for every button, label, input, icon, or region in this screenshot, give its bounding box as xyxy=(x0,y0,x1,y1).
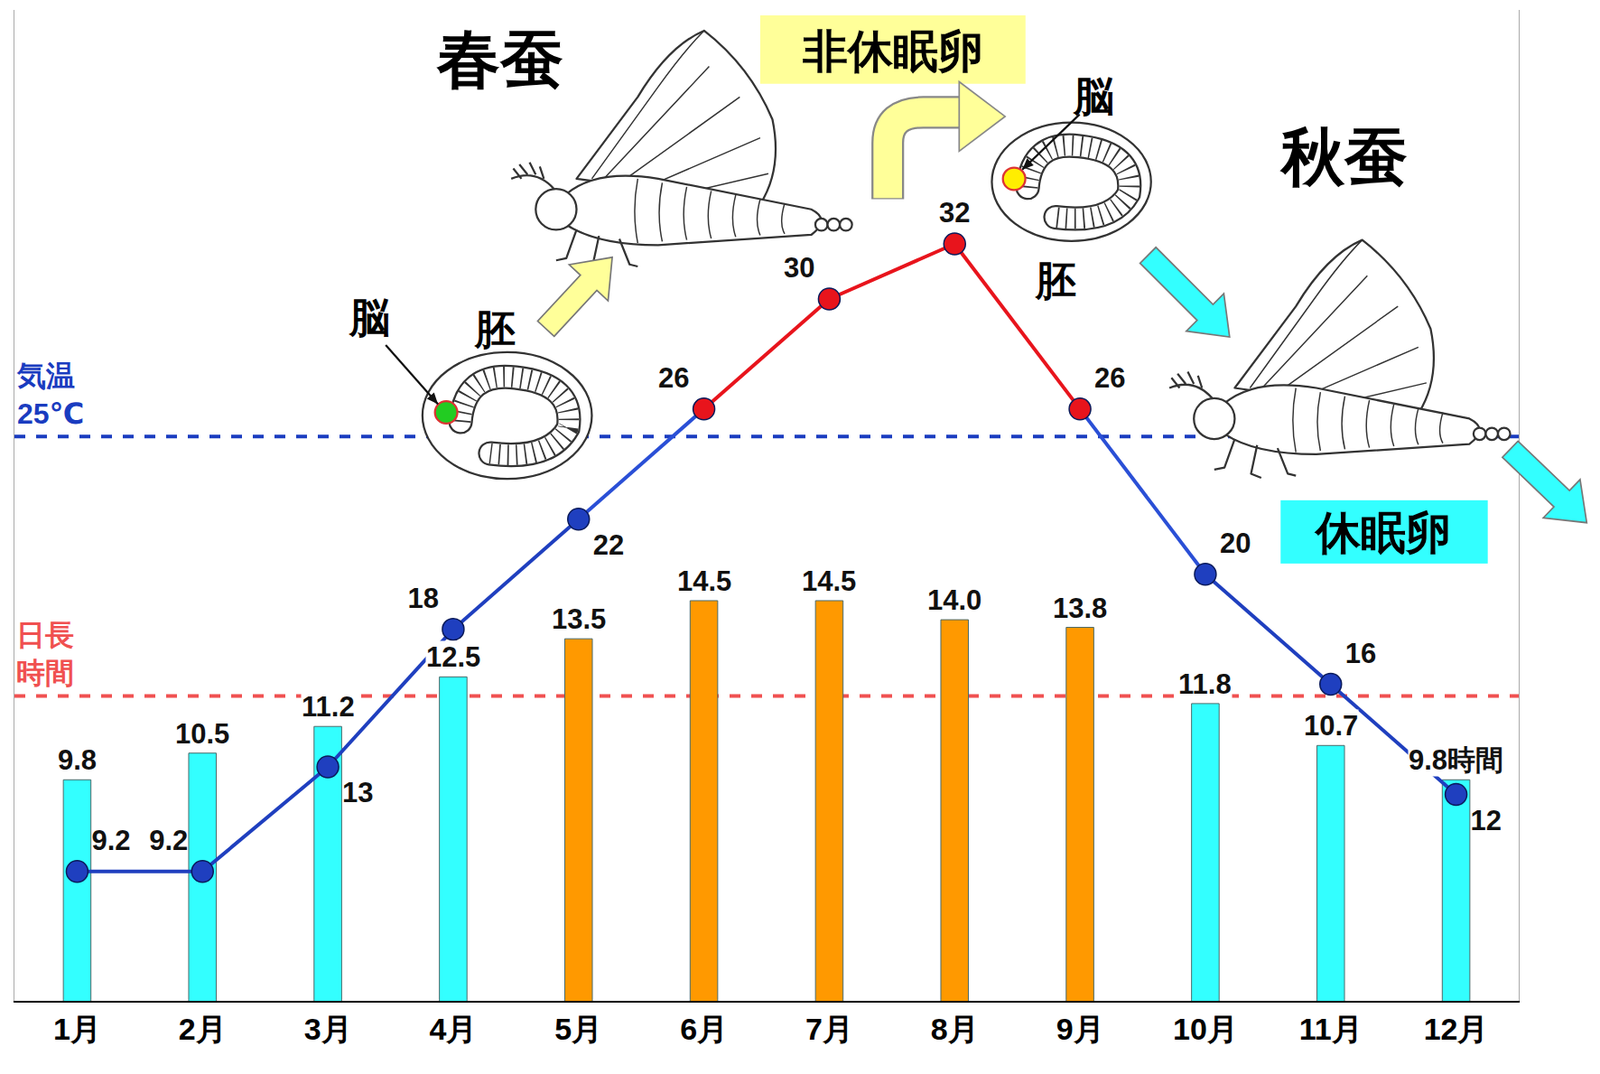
svg-text:14.5: 14.5 xyxy=(801,565,856,597)
svg-text:12.5: 12.5 xyxy=(426,641,481,673)
svg-text:13.5: 13.5 xyxy=(551,603,606,635)
svg-text:6月: 6月 xyxy=(679,1011,728,1046)
svg-text:5月: 5月 xyxy=(554,1011,603,1046)
svg-text:非休眠卵: 非休眠卵 xyxy=(801,25,984,78)
svg-text:9月: 9月 xyxy=(1056,1011,1105,1046)
svg-text:4月: 4月 xyxy=(428,1011,477,1046)
svg-text:9.2: 9.2 xyxy=(148,824,188,856)
svg-text:30: 30 xyxy=(783,251,815,284)
svg-text:22: 22 xyxy=(593,529,624,561)
svg-text:32: 32 xyxy=(939,196,970,229)
svg-text:11.2: 11.2 xyxy=(301,690,355,723)
svg-text:気温25℃: 気温25℃ xyxy=(16,359,84,430)
svg-text:7月: 7月 xyxy=(805,1011,854,1046)
svg-text:胚: 胚 xyxy=(474,305,516,354)
svg-text:18: 18 xyxy=(407,582,438,614)
svg-text:26: 26 xyxy=(1094,362,1126,394)
svg-text:日長時間: 日長時間 xyxy=(16,618,75,689)
svg-text:8月: 8月 xyxy=(930,1011,979,1046)
svg-text:9.2: 9.2 xyxy=(91,824,131,856)
svg-text:脳: 脳 xyxy=(1072,72,1115,121)
svg-text:16: 16 xyxy=(1345,637,1377,670)
svg-text:20: 20 xyxy=(1219,527,1251,559)
svg-text:9.8時間: 9.8時間 xyxy=(1408,744,1504,776)
svg-text:14.0: 14.0 xyxy=(927,584,982,616)
svg-text:9.8: 9.8 xyxy=(57,744,97,776)
svg-text:1月: 1月 xyxy=(53,1011,102,1046)
svg-text:26: 26 xyxy=(658,362,689,394)
svg-text:14.5: 14.5 xyxy=(677,565,732,597)
svg-text:11月: 11月 xyxy=(1299,1011,1363,1046)
svg-text:3月: 3月 xyxy=(304,1011,353,1046)
svg-text:2月: 2月 xyxy=(178,1011,227,1046)
svg-text:13.8: 13.8 xyxy=(1052,592,1107,624)
svg-text:休眠卵: 休眠卵 xyxy=(1313,506,1452,559)
svg-text:11.8: 11.8 xyxy=(1178,668,1232,700)
svg-text:10.5: 10.5 xyxy=(175,717,230,750)
svg-text:10月: 10月 xyxy=(1172,1011,1238,1046)
svg-text:胚: 胚 xyxy=(1034,256,1077,305)
svg-text:10.7: 10.7 xyxy=(1303,709,1359,742)
svg-text:春蚕: 春蚕 xyxy=(436,22,564,97)
svg-text:12月: 12月 xyxy=(1423,1011,1489,1046)
svg-text:12: 12 xyxy=(1470,804,1502,837)
svg-text:秋蚕: 秋蚕 xyxy=(1279,120,1408,195)
svg-text:13: 13 xyxy=(342,776,373,809)
svg-text:脳: 脳 xyxy=(348,293,391,342)
